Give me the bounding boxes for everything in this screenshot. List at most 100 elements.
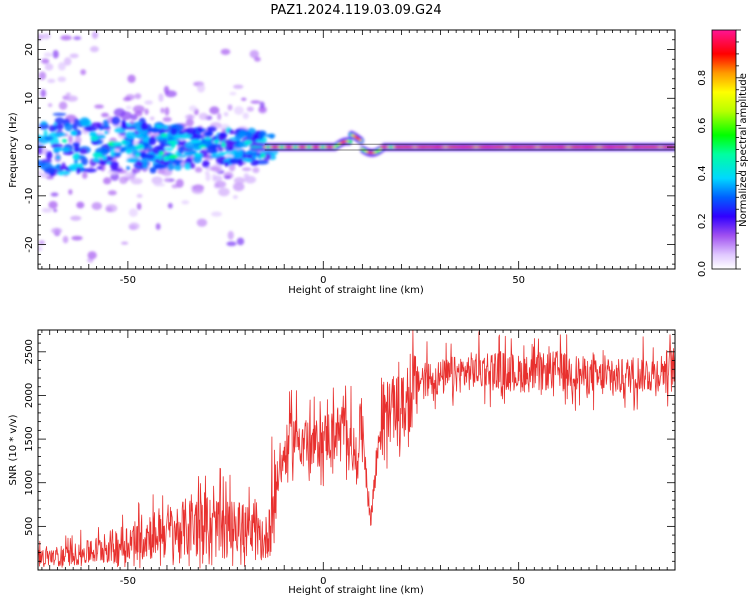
snr-xtick-label: 0 xyxy=(320,576,326,587)
heatmap-hotspot xyxy=(190,139,200,144)
heatmap-cluster xyxy=(246,132,253,139)
heatmap-speckle xyxy=(121,241,129,245)
heatmap-speckle xyxy=(229,91,237,96)
heatmap-hotspot xyxy=(70,130,77,136)
heatmap-speckle xyxy=(70,215,82,221)
heatmap-hotspot xyxy=(160,133,168,137)
heatmap-speckle xyxy=(136,202,142,211)
heatmap-speckle xyxy=(71,235,83,241)
heatmap-speckle xyxy=(259,101,265,109)
heatmap-cluster xyxy=(173,159,182,166)
heatmap-speckle xyxy=(198,112,209,121)
heatmap-speckle xyxy=(127,74,136,83)
heatmap-cluster xyxy=(119,147,126,153)
heatmap-speckle xyxy=(162,117,172,122)
heatmap-speckle xyxy=(41,33,51,40)
heatmap-hotspot xyxy=(203,137,213,141)
spectrogram-ytick-label: 0 xyxy=(24,144,35,150)
heatmap-cluster xyxy=(113,151,122,156)
heatmap-cluster xyxy=(219,132,228,138)
heatmap-speckle xyxy=(65,92,71,96)
heatmap-cluster xyxy=(207,144,218,150)
heatmap-speckle xyxy=(101,112,109,118)
heatmap-speckle xyxy=(155,223,161,231)
heatmap-speckle xyxy=(151,176,163,185)
heatmap-cluster xyxy=(243,151,252,155)
heatmap-speckle xyxy=(246,106,254,112)
heatmap-cluster xyxy=(209,155,221,159)
heatmap-speckle xyxy=(224,175,231,179)
heatmap-speckle xyxy=(113,108,126,117)
heatmap-speckle xyxy=(214,180,227,188)
heatmap-speckle xyxy=(241,97,247,101)
heatmap-speckle xyxy=(209,106,220,115)
heatmap-cluster xyxy=(99,159,107,166)
heatmap-hotspot xyxy=(121,139,126,145)
heatmap-cluster xyxy=(167,162,175,171)
heatmap-hotspot xyxy=(193,153,202,157)
heatmap-speckle xyxy=(46,176,54,180)
heatmap-speckle xyxy=(227,104,233,111)
heatmap-cluster xyxy=(39,122,49,130)
heatmap-cluster xyxy=(90,122,103,127)
heatmap-speckle xyxy=(38,240,45,245)
colorbar-tick-label: 0.4 xyxy=(697,165,708,181)
heatmap-cluster xyxy=(252,134,260,141)
heatmap-speckle xyxy=(254,56,261,62)
heatmap-cluster xyxy=(126,166,131,171)
heatmap-cluster xyxy=(205,130,214,137)
heatmap-cluster xyxy=(79,117,90,126)
heatmap-cluster xyxy=(228,158,241,165)
heatmap-speckle xyxy=(175,178,184,188)
heatmap-cluster xyxy=(135,160,141,166)
heatmap-band-core xyxy=(348,140,353,143)
heatmap-cluster xyxy=(237,149,244,158)
figure-title: PAZ1.2024.119.03.09.G24 xyxy=(270,3,441,18)
heatmap-speckle xyxy=(58,101,68,110)
heatmap-band-core xyxy=(333,145,337,149)
heatmap-speckle xyxy=(144,100,153,105)
heatmap-speckle xyxy=(194,166,203,173)
heatmap-cluster xyxy=(111,116,121,126)
colorbar-tick-label: 0.6 xyxy=(697,118,708,134)
heatmap-cluster xyxy=(228,129,235,135)
snr-ylabel: SNR (10 * v/v) xyxy=(8,414,19,485)
heatmap-speckle xyxy=(227,230,234,240)
heatmap-speckle xyxy=(53,208,58,213)
spectrogram-xtick-label: 50 xyxy=(512,275,525,286)
heatmap-cluster xyxy=(144,154,156,159)
heatmap-speckle xyxy=(163,85,170,94)
heatmap-speckle xyxy=(130,177,143,185)
heatmap-speckle xyxy=(50,192,59,197)
heatmap-speckle xyxy=(181,200,190,205)
snr-series-line xyxy=(38,330,675,569)
heatmap-cluster xyxy=(52,112,67,116)
heatmap-hotspot xyxy=(135,144,145,150)
heatmap-speckle xyxy=(41,207,53,213)
heatmap-speckle xyxy=(73,36,82,40)
heatmap-cluster xyxy=(44,167,57,175)
heatmap-hotspot xyxy=(244,140,253,146)
heatmap-speckle xyxy=(105,207,113,212)
heatmap-hotspot xyxy=(90,135,99,142)
heatmap-cluster xyxy=(76,167,81,175)
heatmap-speckle xyxy=(213,175,223,182)
colorbar xyxy=(711,29,737,270)
spectrogram-xlabel: Height of straight line (km) xyxy=(288,285,424,296)
heatmap-speckle xyxy=(167,202,173,209)
heatmap-speckle xyxy=(242,112,249,120)
heatmap-speckle xyxy=(50,227,63,234)
heatmap-hotspot xyxy=(137,133,144,138)
heatmap-speckle xyxy=(243,173,250,180)
colorbar-tick-label: 0.2 xyxy=(697,213,708,229)
heatmap-hotspot xyxy=(243,158,253,163)
heatmap-speckle xyxy=(40,89,47,98)
heatmap-cluster xyxy=(48,124,57,133)
heatmap-speckle xyxy=(60,35,72,41)
heatmap-speckle xyxy=(123,97,132,102)
heatmap-speckle xyxy=(47,78,56,83)
heatmap-speckle xyxy=(107,190,117,196)
heatmap-speckle xyxy=(80,69,87,76)
heatmap-speckle xyxy=(94,104,104,109)
heatmap-hotspot xyxy=(167,140,177,144)
